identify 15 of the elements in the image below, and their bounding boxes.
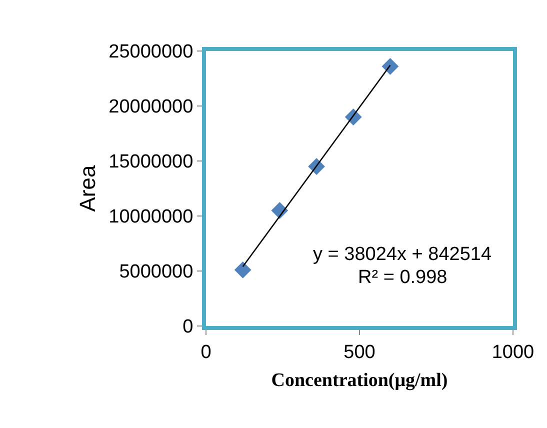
y-tick-label: 15000000 — [108, 152, 194, 173]
point — [234, 261, 252, 278]
point — [382, 58, 399, 75]
y-tick-label: 25000000 — [108, 42, 194, 63]
x-axis-title: Concentration(μg/ml) — [271, 370, 448, 392]
annotation: y = 38024x + 842514 — [313, 244, 492, 265]
y-tick-label: 20000000 — [108, 96, 194, 118]
y-tick-label: 0 — [182, 316, 194, 338]
annotation: R² = 0.998 — [358, 267, 448, 288]
y-axis-title: Area — [74, 164, 100, 212]
y-tick-label: 10000000 — [108, 206, 194, 228]
x-tick-label: 500 — [344, 342, 376, 363]
x-tick-label: 1000 — [492, 342, 534, 363]
y-tick-label: 5000000 — [119, 262, 194, 283]
x-tick-label: 0 — [200, 342, 212, 363]
